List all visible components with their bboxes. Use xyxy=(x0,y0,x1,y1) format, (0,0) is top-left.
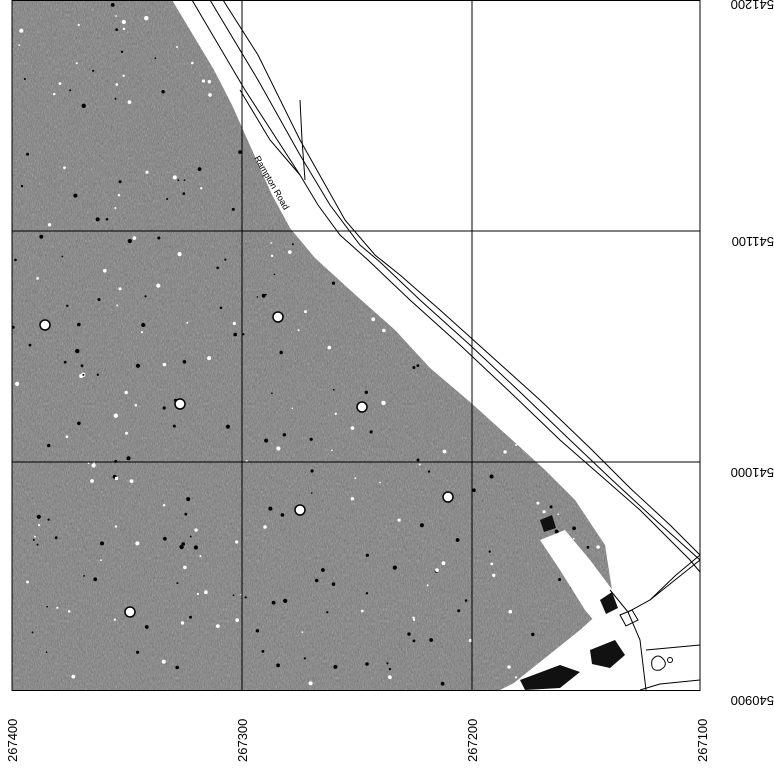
road-linework xyxy=(191,0,701,691)
easting-label: 267300 xyxy=(235,719,250,762)
northing-label: 541200 xyxy=(731,0,774,12)
easting-labels: 267400 267300 267200 267100 xyxy=(5,719,710,762)
northing-label: 541100 xyxy=(732,234,774,249)
survey-dark-patches xyxy=(520,515,625,690)
northing-label: 540900 xyxy=(731,693,774,708)
survey-gap xyxy=(500,630,632,690)
survey-data-raster xyxy=(12,0,632,690)
northing-labels: 541200 541100 541000 540900 xyxy=(731,0,774,708)
northing-label: 541000 xyxy=(731,465,774,480)
easting-label: 267200 xyxy=(465,719,480,762)
easting-label: 267400 xyxy=(5,719,20,762)
easting-label: 267100 xyxy=(695,719,710,762)
